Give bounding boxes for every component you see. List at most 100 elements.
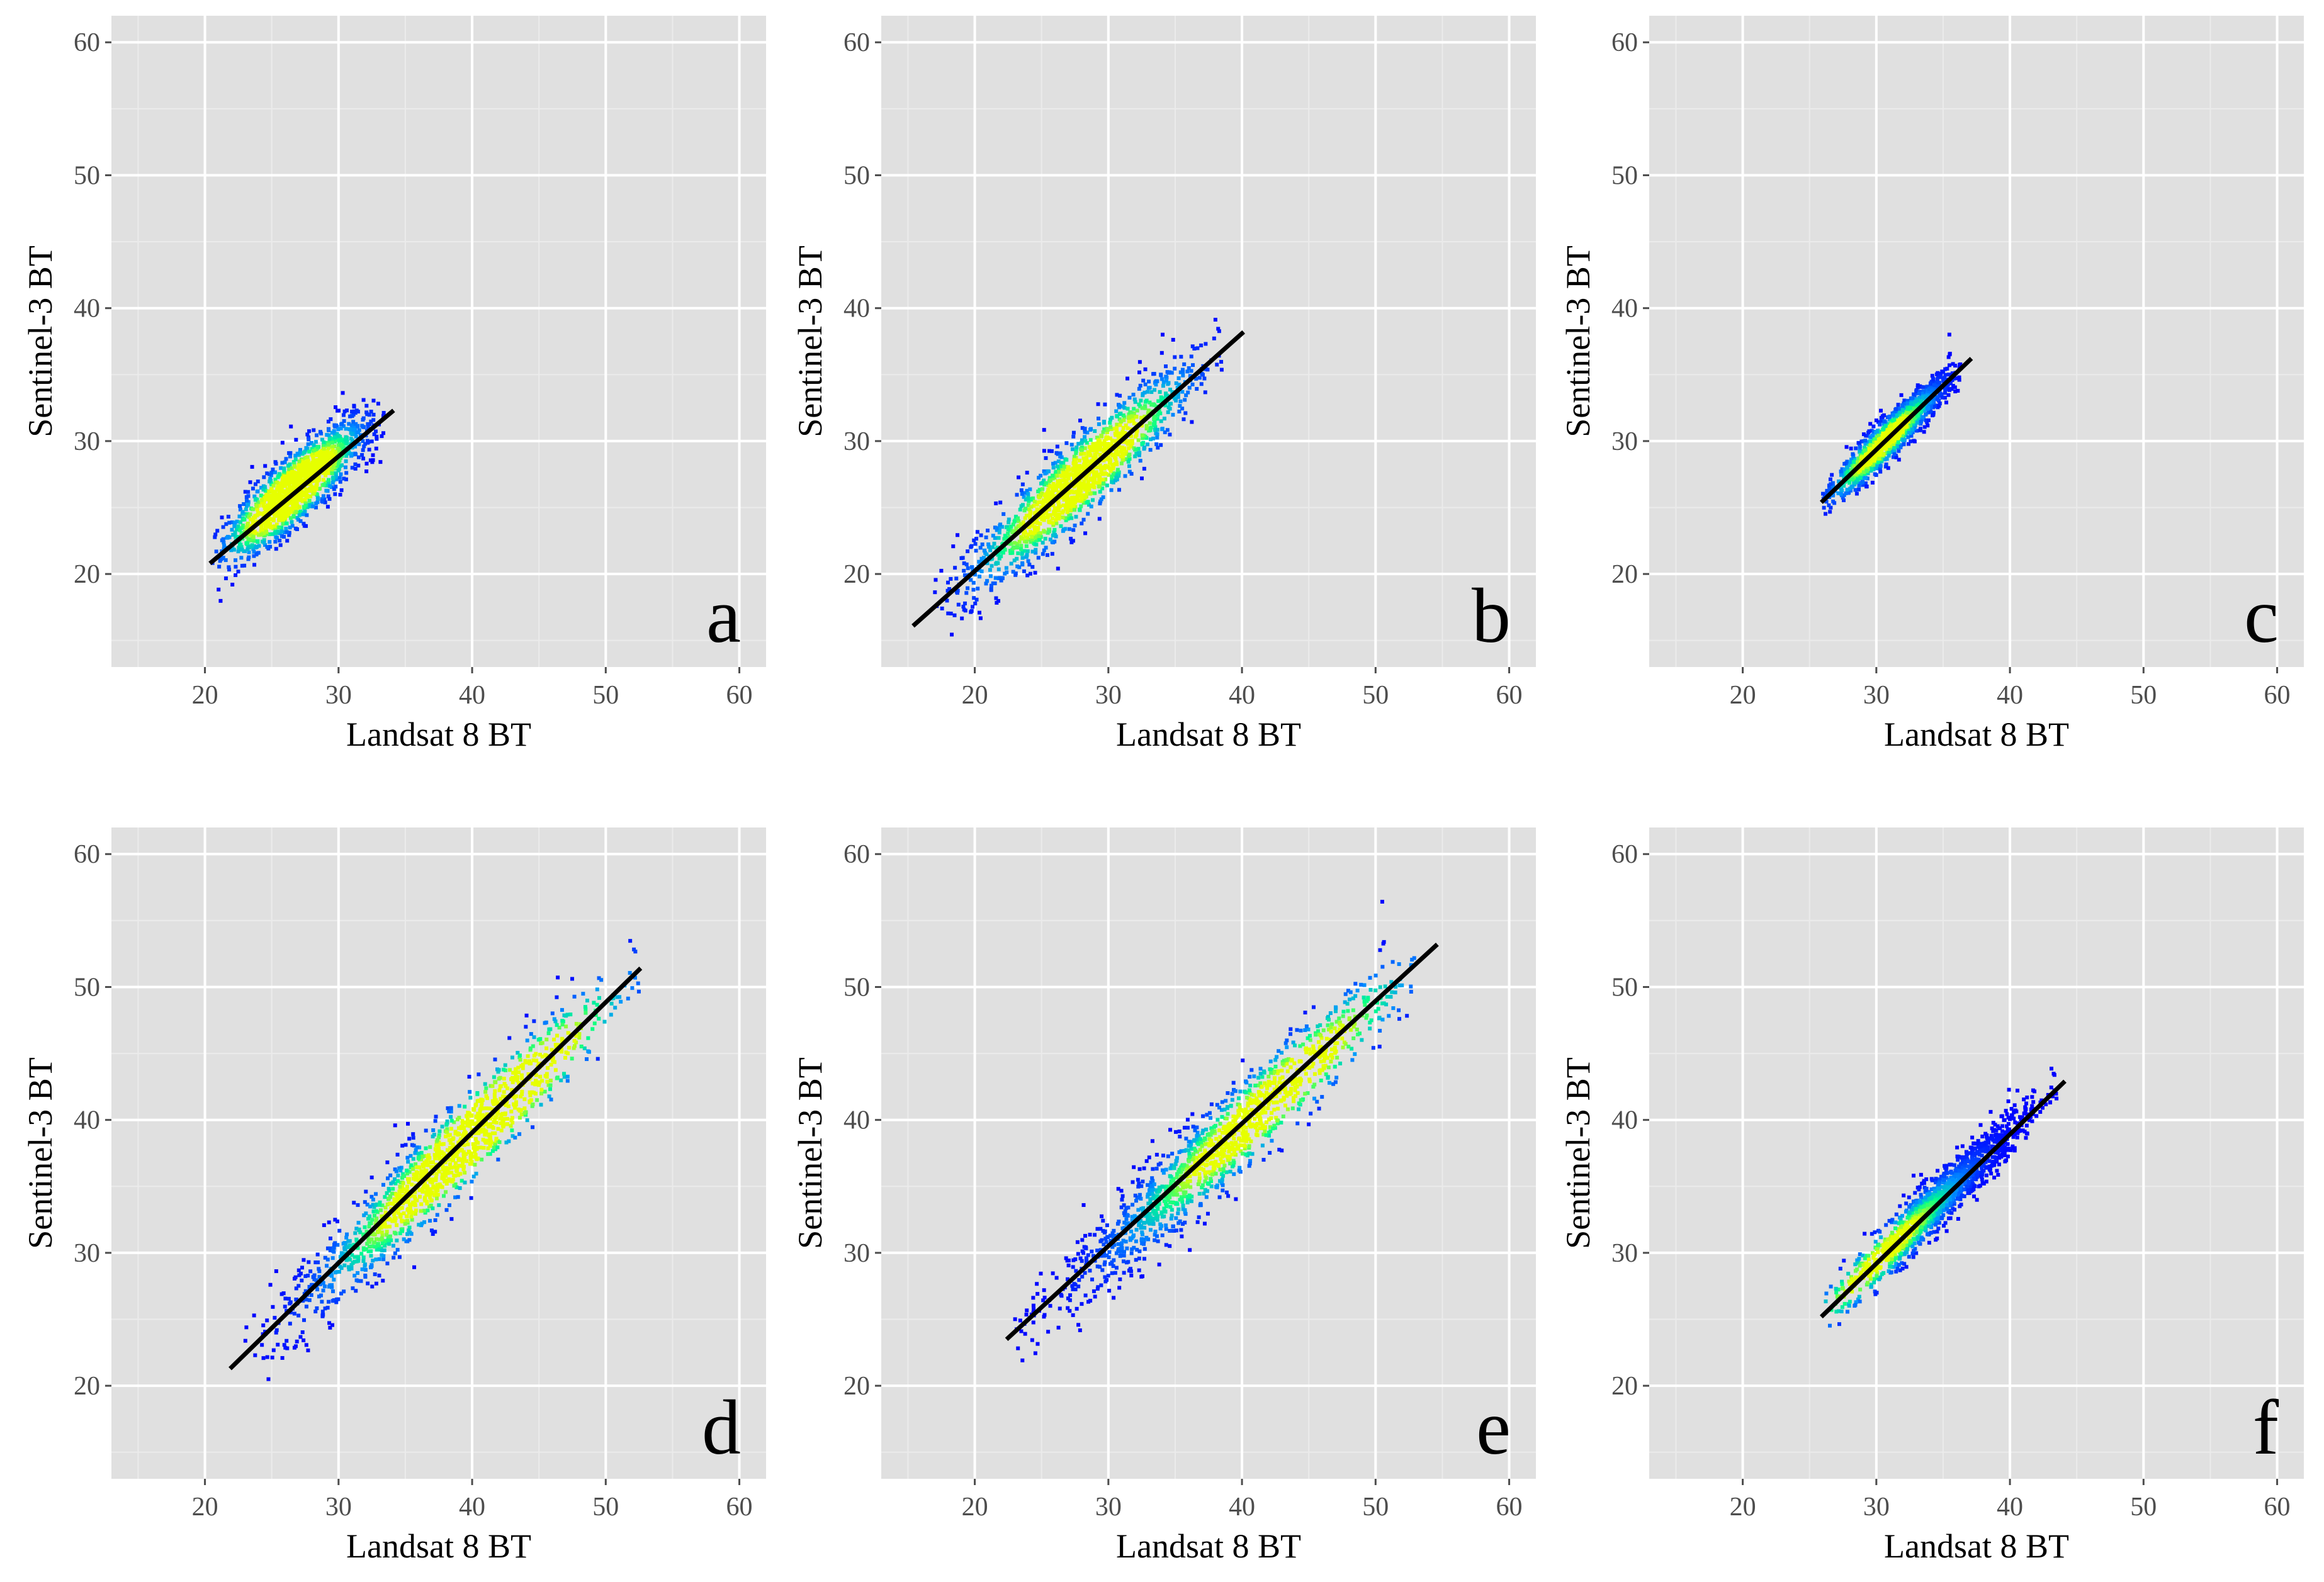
scatter-point xyxy=(291,469,295,474)
scatter-point xyxy=(1063,493,1068,498)
scatter-point xyxy=(1066,497,1070,502)
scatter-point xyxy=(336,468,341,473)
scatter-point xyxy=(276,497,280,502)
scatter-point xyxy=(1003,534,1007,538)
scatter-point xyxy=(1092,471,1097,476)
scatter-point xyxy=(1037,495,1042,500)
scatter-point xyxy=(1057,508,1061,513)
scatter-point xyxy=(986,542,991,546)
scatter-point xyxy=(1912,426,1917,430)
scatter-point xyxy=(1133,454,1137,459)
scatter-point xyxy=(1026,532,1030,537)
scatter-point xyxy=(1032,540,1036,544)
scatter-point xyxy=(248,512,252,517)
scatter-point xyxy=(1842,467,1847,471)
scatter-point xyxy=(1155,417,1159,421)
scatter-point xyxy=(428,1218,432,1223)
scatter-point xyxy=(1131,393,1136,397)
scatter-point xyxy=(1945,366,1949,371)
scatter-point xyxy=(339,426,343,430)
scatter-point xyxy=(1108,469,1113,473)
scatter-point xyxy=(298,496,303,500)
scatter-point xyxy=(324,480,328,485)
x-tick-label: 30 xyxy=(1095,681,1122,710)
scatter-point xyxy=(1063,482,1068,486)
scatter-point xyxy=(1049,449,1054,453)
scatter-point xyxy=(1176,395,1180,399)
scatter-point xyxy=(1829,482,1833,486)
scatter-point xyxy=(366,425,370,430)
scatter-point xyxy=(314,486,319,491)
scatter-point xyxy=(1868,443,1873,447)
scatter-point xyxy=(1005,570,1009,575)
scatter-point xyxy=(1931,378,1936,382)
scatter-point xyxy=(493,1131,497,1135)
scatter-point xyxy=(325,1246,330,1250)
scatter-point xyxy=(514,1100,519,1104)
scatter-point xyxy=(364,461,369,466)
scatter-point xyxy=(305,513,309,517)
scatter-point xyxy=(1054,521,1059,525)
scatter-point xyxy=(1887,451,1892,455)
scatter-point xyxy=(1074,483,1078,488)
scatter-point xyxy=(1083,430,1087,434)
scatter-point xyxy=(411,1157,415,1161)
scatter-point xyxy=(291,473,296,477)
scatter-point xyxy=(1928,391,1932,396)
scatter-point xyxy=(265,1355,269,1359)
scatter-point xyxy=(360,424,364,428)
scatter-point xyxy=(254,546,258,550)
scatter-point xyxy=(1109,427,1114,431)
scatter-point xyxy=(341,413,346,417)
scatter-point xyxy=(437,1129,442,1133)
scatter-point xyxy=(252,521,257,525)
scatter-point xyxy=(1856,440,1861,445)
scatter-point xyxy=(1156,446,1160,450)
scatter-point xyxy=(1884,447,1888,451)
scatter-point xyxy=(1190,344,1195,349)
scatter-point xyxy=(1953,390,1958,394)
scatter-point xyxy=(283,506,288,510)
scatter-point xyxy=(286,464,290,468)
scatter-point xyxy=(1908,405,1912,410)
scatter-point xyxy=(1006,527,1010,531)
scatter-point xyxy=(296,463,301,467)
scatter-point xyxy=(288,454,293,459)
scatter-point xyxy=(1032,527,1037,532)
scatter-point xyxy=(330,445,334,449)
scatter-point xyxy=(1171,413,1175,417)
scatter-point xyxy=(1853,472,1858,476)
scatter-point xyxy=(437,1135,441,1140)
scatter-point xyxy=(1864,469,1869,473)
scatter-point xyxy=(962,569,966,573)
scatter-point xyxy=(1926,392,1930,396)
scatter-point xyxy=(1140,433,1144,437)
scatter-point xyxy=(299,466,303,470)
scatter-point xyxy=(273,524,277,529)
scatter-point xyxy=(1914,391,1919,396)
scatter-points xyxy=(243,939,641,1381)
scatter-point xyxy=(1097,417,1101,421)
scatter-point xyxy=(449,1126,453,1131)
scatter-point xyxy=(351,420,356,424)
scatter-point xyxy=(1902,398,1907,403)
scatter-point xyxy=(1095,435,1099,440)
scatter-point xyxy=(1075,493,1080,497)
scatter-point xyxy=(387,1201,392,1206)
scatter-point xyxy=(269,525,273,530)
scatter-point xyxy=(1870,429,1874,433)
scatter-point xyxy=(1099,497,1103,502)
scatter-point xyxy=(1159,373,1163,378)
scatter-point xyxy=(1114,475,1119,480)
scatter-point xyxy=(1153,428,1157,432)
scatter-point xyxy=(1046,496,1050,501)
scatter-point xyxy=(295,451,300,456)
scatter-point xyxy=(410,1218,414,1222)
scatter-point xyxy=(400,1175,404,1180)
scatter-point xyxy=(1137,453,1141,457)
scatter-point xyxy=(1868,422,1873,426)
scatter-point xyxy=(524,1113,528,1117)
scatter-point xyxy=(1907,427,1911,431)
scatter-point xyxy=(332,429,336,434)
scatter-point xyxy=(446,1106,450,1111)
